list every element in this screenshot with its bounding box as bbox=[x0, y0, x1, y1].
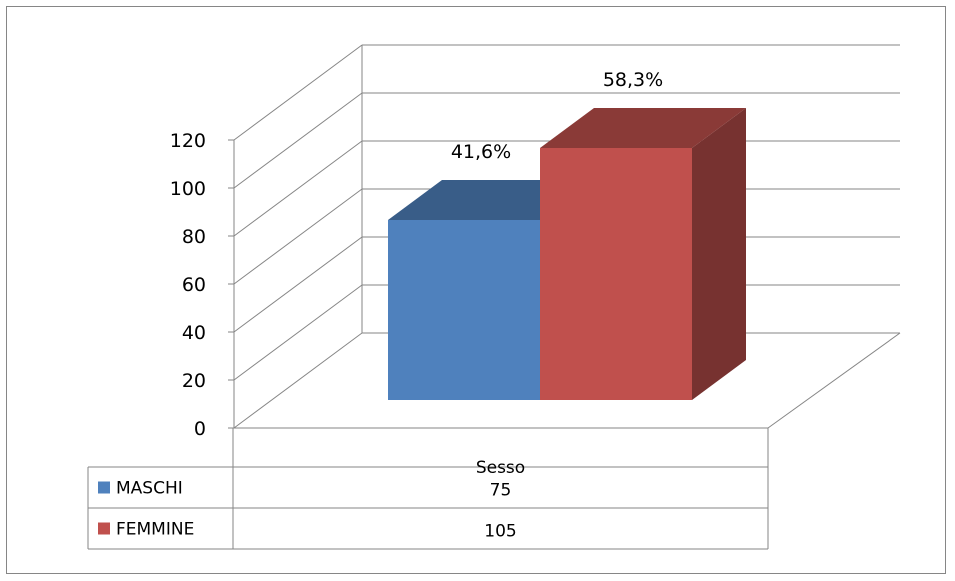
gridline-side bbox=[233, 284, 363, 381]
data-label: 41,6% bbox=[451, 141, 511, 163]
gridline-side bbox=[233, 44, 363, 141]
y-tick-label: 60 bbox=[182, 274, 206, 296]
y-tick-label: 0 bbox=[194, 418, 206, 440]
table-value: 105 bbox=[484, 522, 516, 542]
y-tick-label: 120 bbox=[170, 130, 206, 152]
category-label: Sesso bbox=[476, 458, 525, 478]
bar-front bbox=[388, 220, 540, 400]
gridline-side bbox=[233, 188, 363, 285]
y-tick-label: 80 bbox=[182, 226, 206, 248]
bar-side bbox=[692, 108, 746, 400]
legend-label: FEMMINE bbox=[116, 520, 194, 540]
gridline-side bbox=[233, 92, 363, 189]
table-value: 75 bbox=[490, 481, 512, 501]
y-tick-label: 40 bbox=[182, 322, 206, 344]
gridline-side bbox=[233, 140, 363, 237]
data-labels: 41,6% 58,3% bbox=[451, 69, 663, 163]
gridline-side bbox=[233, 236, 363, 333]
floor-right-edge bbox=[767, 332, 901, 429]
bar-femmine bbox=[540, 108, 746, 400]
legend-label: MASCHI bbox=[116, 479, 183, 499]
legend-key bbox=[98, 481, 110, 494]
data-label: 58,3% bbox=[603, 69, 663, 91]
bar-top bbox=[540, 108, 746, 148]
y-tick-label: 100 bbox=[170, 178, 206, 200]
bar-front bbox=[540, 148, 692, 400]
bars bbox=[388, 108, 746, 400]
data-table: Sesso MASCHI 75 FEMMINE 105 bbox=[87, 428, 769, 550]
gridline-side bbox=[233, 332, 363, 429]
legend-key bbox=[98, 522, 110, 535]
y-axis-ticks: 0 20 40 60 80 100 120 bbox=[170, 130, 234, 440]
y-tick-label: 20 bbox=[182, 370, 206, 392]
